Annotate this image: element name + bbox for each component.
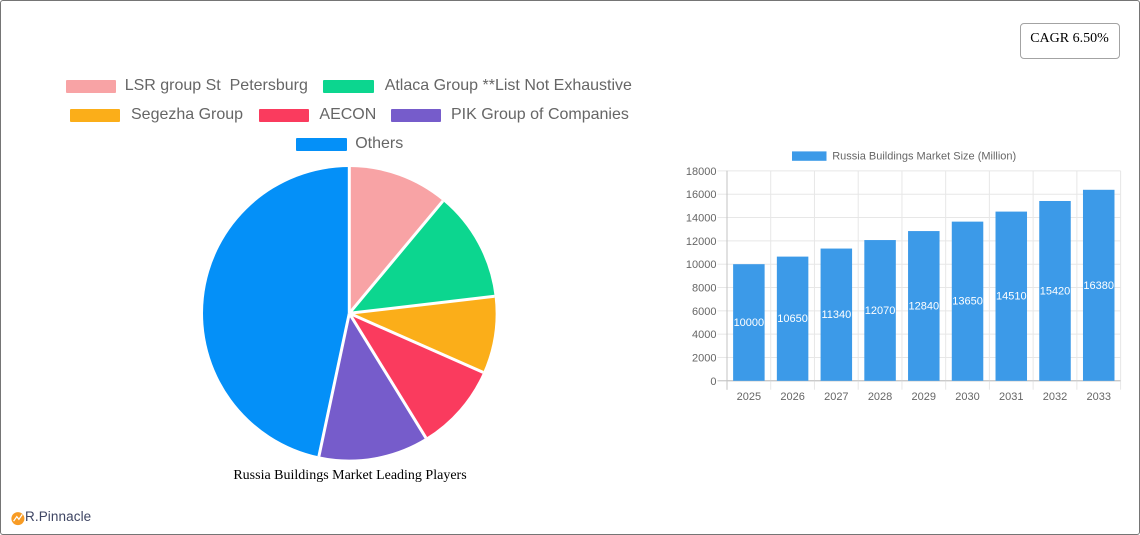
svg-text:2028: 2028 (868, 391, 892, 403)
svg-text:2029: 2029 (912, 391, 936, 403)
svg-text:6000: 6000 (692, 306, 716, 318)
svg-text:2032: 2032 (1043, 391, 1067, 403)
svg-text:16380: 16380 (1083, 280, 1114, 292)
svg-text:10650: 10650 (777, 313, 808, 325)
svg-text:18000: 18000 (686, 166, 717, 178)
svg-text:2031: 2031 (999, 391, 1023, 403)
svg-text:16000: 16000 (686, 189, 717, 201)
svg-text:14000: 14000 (686, 213, 717, 225)
svg-text:12000: 12000 (686, 236, 717, 248)
svg-text:13650: 13650 (952, 296, 983, 308)
svg-text:10000: 10000 (686, 259, 717, 271)
svg-text:12070: 12070 (865, 305, 896, 317)
svg-text:2030: 2030 (955, 391, 979, 403)
svg-text:4000: 4000 (692, 329, 716, 341)
svg-text:8000: 8000 (692, 283, 716, 295)
svg-text:2026: 2026 (780, 391, 804, 403)
svg-text:15420: 15420 (1040, 285, 1071, 297)
svg-text:0: 0 (710, 376, 716, 388)
svg-text:2000: 2000 (692, 352, 716, 364)
svg-text:2025: 2025 (737, 391, 761, 403)
svg-text:12840: 12840 (909, 300, 940, 312)
svg-text:14510: 14510 (996, 291, 1027, 303)
svg-text:2033: 2033 (1086, 391, 1110, 403)
svg-text:2027: 2027 (824, 391, 848, 403)
svg-text:11340: 11340 (821, 309, 851, 321)
svg-text:10000: 10000 (734, 317, 765, 329)
svg-text:Russia Buildings Market Size (: Russia Buildings Market Size (Million) (832, 151, 1016, 163)
